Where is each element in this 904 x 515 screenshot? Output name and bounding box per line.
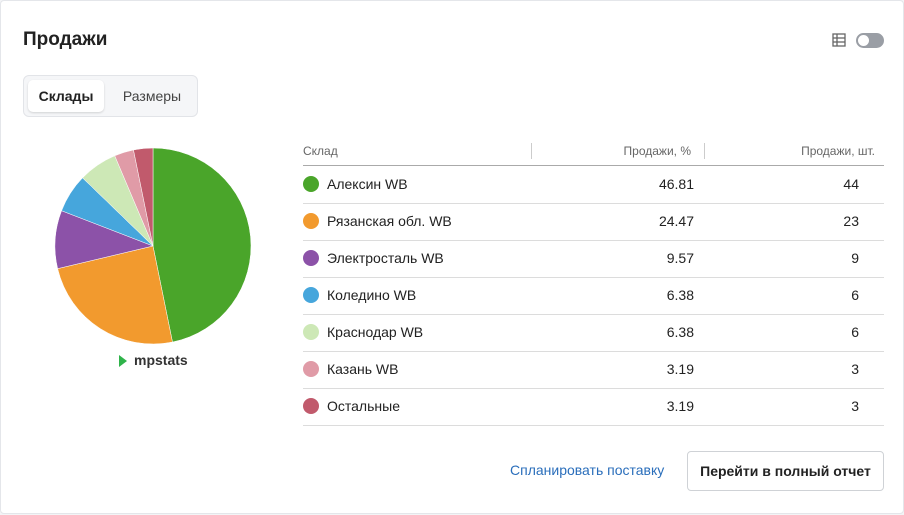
table-row: Краснодар WB 6.38 6 xyxy=(303,314,884,352)
sales-percent: 24.47 xyxy=(658,213,694,229)
sales-count: 23 xyxy=(843,213,859,229)
legend-dot xyxy=(303,287,319,303)
sales-count: 3 xyxy=(851,398,859,414)
sales-count: 6 xyxy=(851,324,859,340)
tab[interactable]: Размеры xyxy=(122,88,182,104)
legend-dot xyxy=(303,176,319,192)
table-icon xyxy=(832,33,846,47)
warehouse-name: Остальные xyxy=(327,398,400,414)
card-title: Продажи xyxy=(23,29,108,50)
sales-percent: 3.19 xyxy=(666,398,694,414)
sales-count: 6 xyxy=(851,287,859,303)
warehouse-name: Коледино WB xyxy=(327,287,417,303)
table-row: Рязанская обл. WB 24.47 23 xyxy=(303,203,884,241)
report-button[interactable]: Перейти в полный отчет xyxy=(687,451,884,491)
sales-percent: 3.19 xyxy=(666,361,694,377)
column-divider xyxy=(531,143,532,159)
sales-percent: 6.38 xyxy=(666,324,694,340)
sales-percent: 6.38 xyxy=(666,287,694,303)
sales-percent: 46.81 xyxy=(658,176,694,192)
column-divider xyxy=(704,143,705,159)
column-header: Продажи, шт. xyxy=(801,144,875,158)
sales-count: 9 xyxy=(851,250,859,266)
table-row: Коледино WB 6.38 6 xyxy=(303,277,884,315)
sales-percent: 9.57 xyxy=(666,250,694,266)
warehouse-name: Алексин WB xyxy=(327,176,408,192)
tab-group: Склады Размеры xyxy=(23,75,198,117)
logo-text: mpstats xyxy=(134,352,188,368)
plan-link[interactable]: Спланировать поставку xyxy=(510,462,665,478)
tab[interactable]: Склады xyxy=(28,80,104,112)
legend-dot xyxy=(303,398,319,414)
toggle-knob xyxy=(858,35,869,46)
legend-dot xyxy=(303,250,319,266)
table-row: Казань WB 3.19 3 xyxy=(303,351,884,389)
legend-dot xyxy=(303,361,319,377)
pie-slice xyxy=(152,147,252,343)
warehouse-name: Краснодар WB xyxy=(327,324,424,340)
table-row: Остальные 3.19 3 xyxy=(303,388,884,426)
view-toggle[interactable] xyxy=(831,32,887,50)
warehouse-name: Рязанская обл. WB xyxy=(327,213,452,229)
legend-dot xyxy=(303,213,319,229)
legend-dot xyxy=(303,324,319,340)
sales-count: 3 xyxy=(851,361,859,377)
logo-icon xyxy=(119,355,127,367)
warehouse-name: Электросталь WB xyxy=(327,250,444,266)
sales-count: 44 xyxy=(843,176,859,192)
warehouse-name: Казань WB xyxy=(327,361,399,377)
pie-chart: mpstats xyxy=(54,147,252,368)
column-header: Продажи, % xyxy=(623,144,691,158)
pie-slice xyxy=(57,245,173,345)
table-row: Электросталь WB 9.57 9 xyxy=(303,240,884,278)
pie-slice xyxy=(133,147,154,247)
header-rule xyxy=(303,165,884,166)
table-row: Алексин WB 46.81 44 xyxy=(303,166,884,204)
column-header: Склад xyxy=(303,144,338,158)
